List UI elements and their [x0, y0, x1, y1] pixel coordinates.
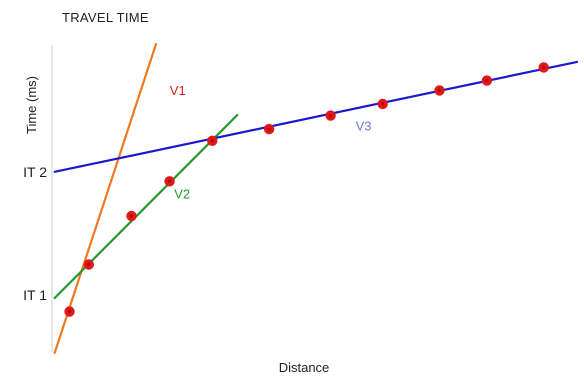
y-tick-label: IT 2 [23, 164, 47, 180]
data-point-center [437, 88, 442, 92]
series-label-v2: V2 [174, 186, 190, 201]
series-line-v1 [53, 42, 158, 354]
data-points [64, 62, 549, 317]
data-point-center [67, 309, 72, 314]
data-point-center [381, 102, 385, 106]
y-axis-label: Time (ms) [24, 76, 39, 134]
chart-title: TRAVEL TIME [62, 10, 149, 25]
data-point-center [329, 114, 333, 118]
data-point-center [87, 262, 91, 267]
series-label-v1: V1 [170, 83, 186, 98]
y-tick-labels: IT 1 IT 2 [23, 164, 47, 303]
data-point-center [129, 214, 134, 218]
y-tick-label: IT 1 [23, 287, 47, 303]
data-point-center [210, 139, 214, 143]
series-layer [53, 42, 579, 354]
data-point-center [267, 127, 271, 131]
data-point-center [542, 65, 546, 69]
x-axis-label: Distance [279, 360, 330, 375]
data-point-center [168, 179, 172, 183]
series-label-v3: V3 [356, 119, 372, 134]
data-point-center [485, 79, 489, 83]
series-labels: V1 V2 V3 [170, 83, 372, 201]
